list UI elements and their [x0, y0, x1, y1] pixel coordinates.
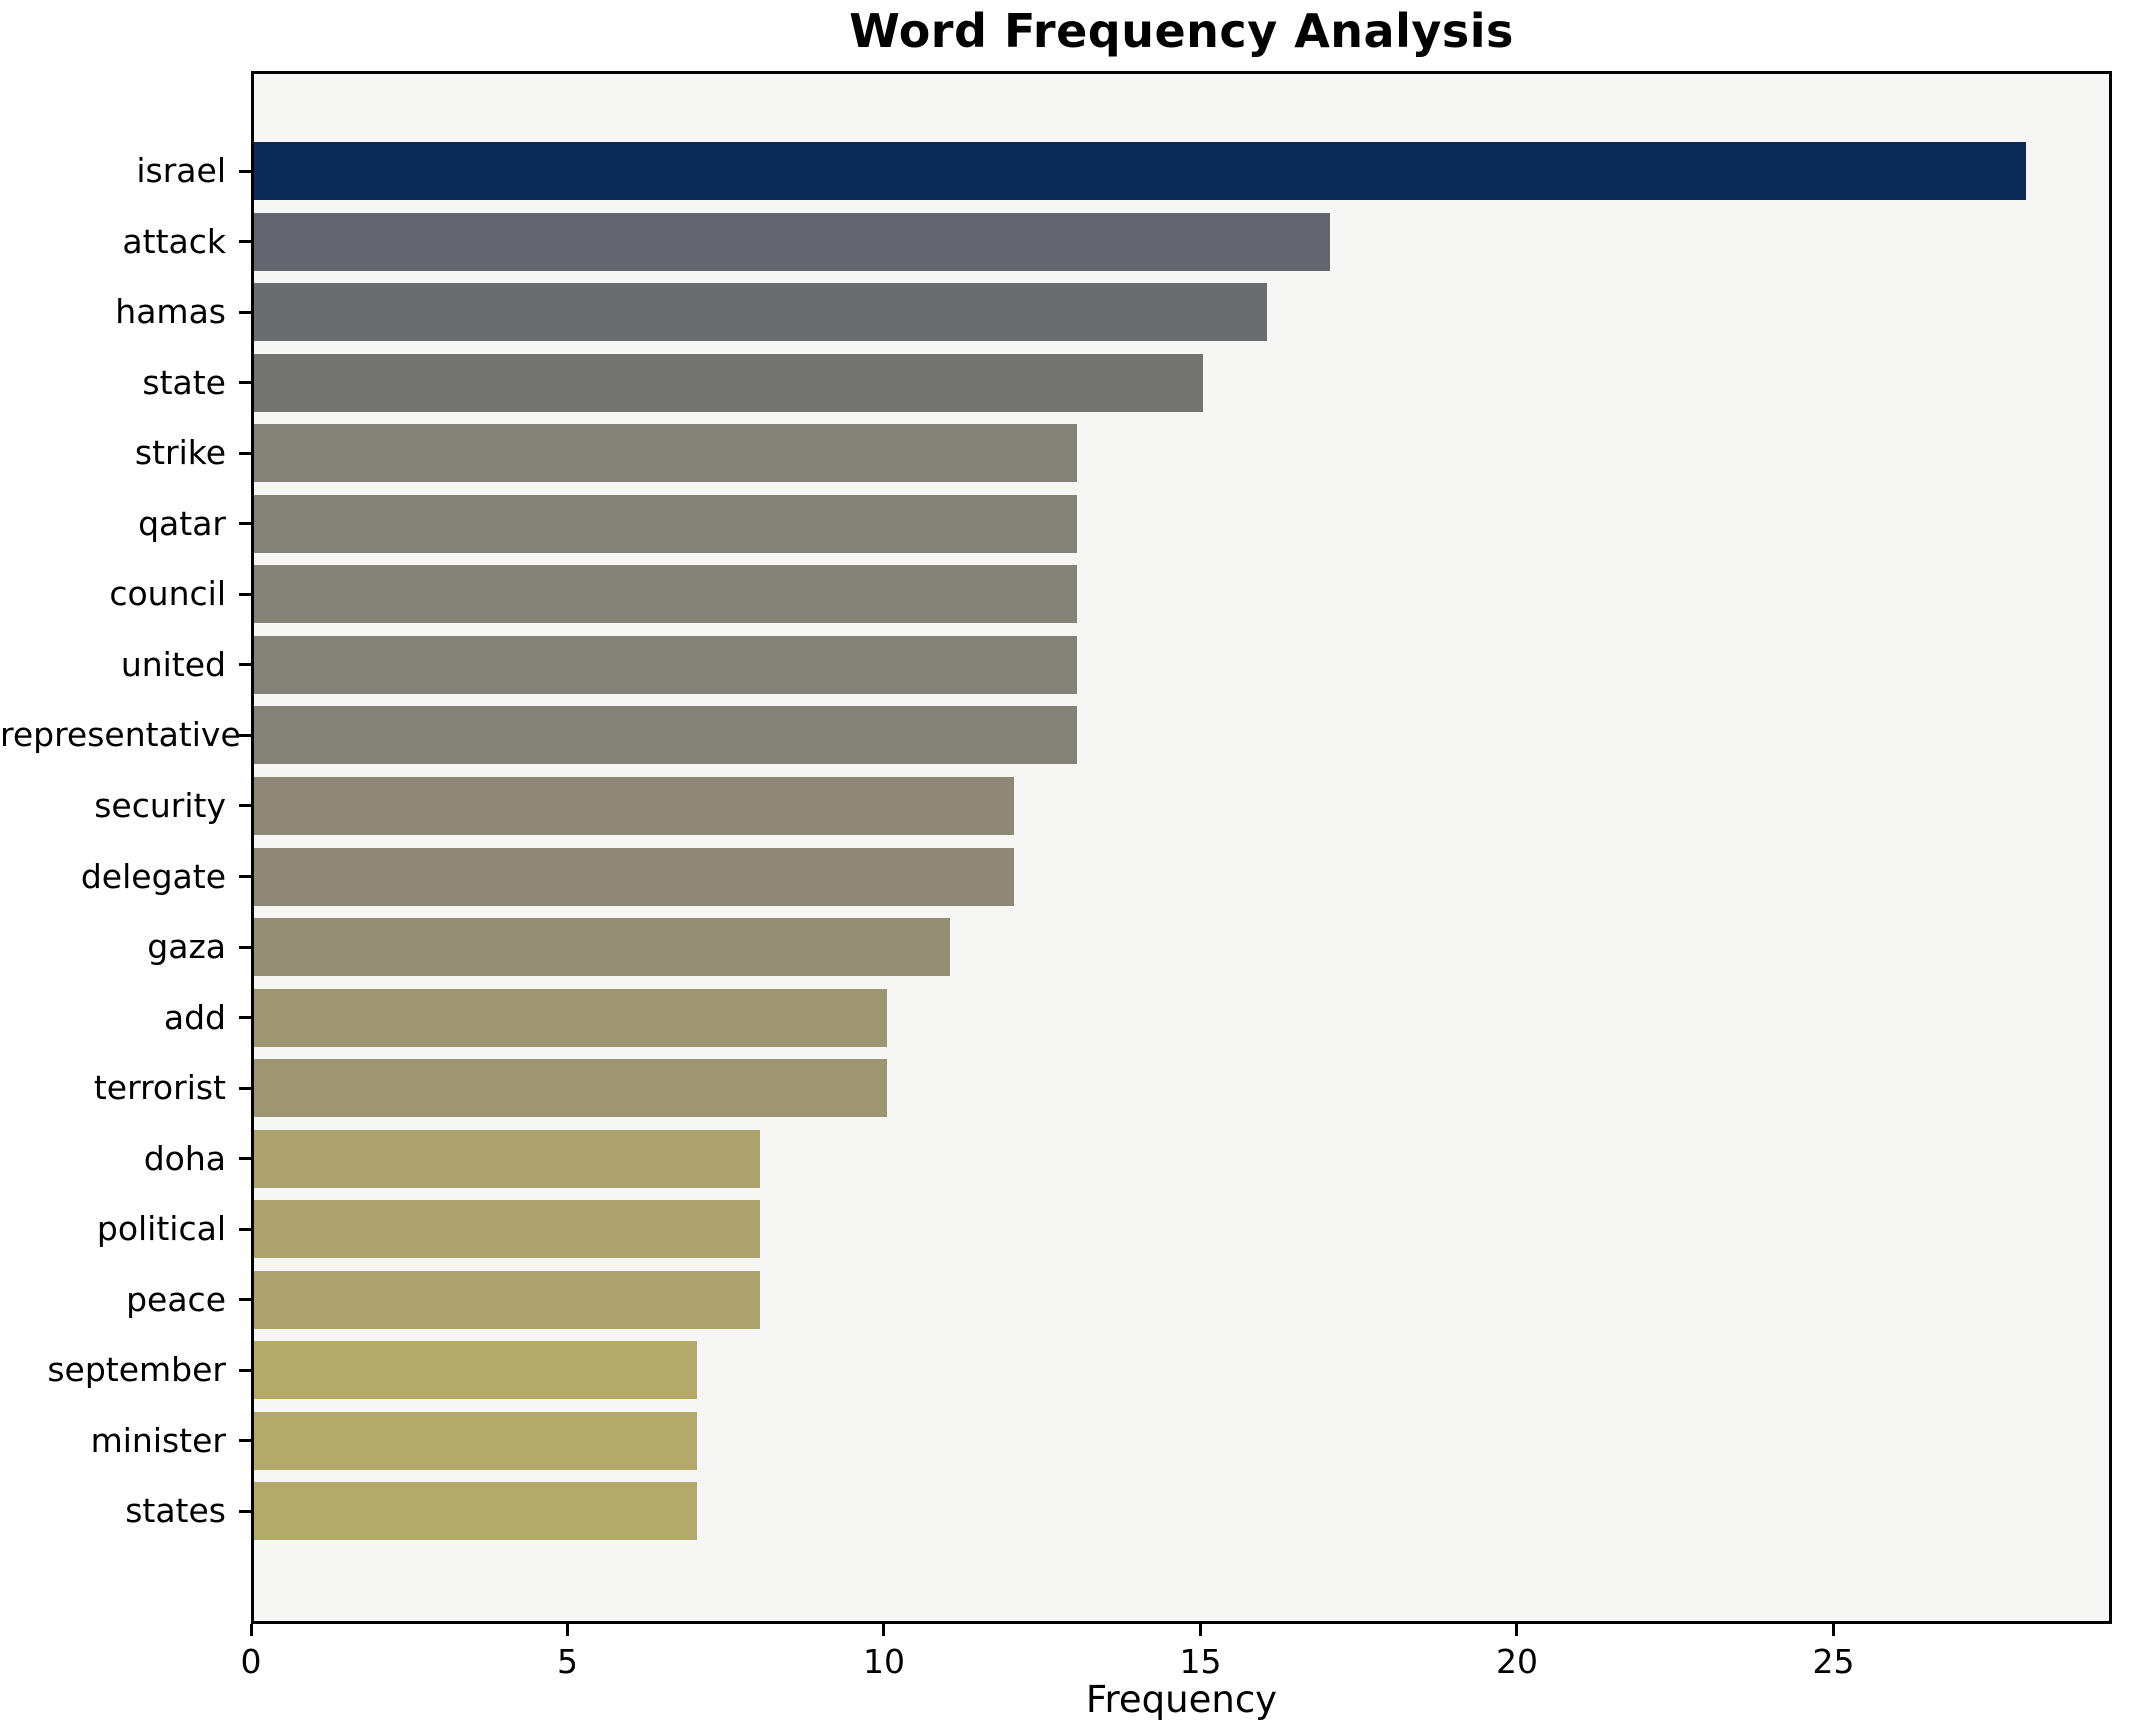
y-tick-label: representative: [0, 715, 241, 755]
x-tick-mark: [249, 1624, 253, 1636]
bar-council: [254, 565, 1077, 624]
y-tick-label: qatar: [138, 503, 226, 543]
x-axis-label: Frequency: [1085, 1678, 1278, 1721]
y-tick-label: council: [109, 574, 226, 614]
bar-united: [254, 635, 1077, 694]
bar-hamas: [254, 283, 1267, 342]
y-tick-label: state: [142, 362, 226, 402]
y-tick-mark: [239, 1227, 251, 1231]
y-tick-label: security: [94, 785, 226, 825]
y-tick-label: states: [125, 1491, 226, 1531]
y-tick-mark: [239, 451, 251, 455]
y-tick-mark: [239, 663, 251, 667]
y-tick-mark: [239, 733, 251, 737]
x-tick-mark: [1198, 1624, 1202, 1636]
y-tick-mark: [239, 240, 251, 244]
x-tick-mark: [882, 1624, 886, 1636]
bar-israel: [254, 142, 2026, 200]
x-tick-mark: [1515, 1624, 1519, 1636]
y-tick-label: delegate: [80, 856, 226, 896]
y-tick-mark: [239, 1157, 251, 1161]
x-tick-mark: [1831, 1624, 1835, 1636]
y-tick-label: political: [96, 1209, 226, 1249]
y-tick-label: united: [120, 644, 226, 684]
x-tick-label: 25: [1812, 1642, 1855, 1681]
bar-state: [254, 353, 1203, 412]
bar-terrorist: [254, 1059, 887, 1118]
y-tick-label: doha: [143, 1138, 226, 1178]
bar-attack: [254, 212, 1330, 271]
y-tick-label: peace: [126, 1279, 226, 1319]
y-tick-label: gaza: [147, 927, 226, 967]
bar-qatar: [254, 494, 1077, 553]
y-tick-label: strike: [134, 433, 226, 473]
bar-representative: [254, 706, 1077, 765]
y-tick-mark: [239, 522, 251, 526]
bar-delegate: [254, 847, 1014, 906]
bar-minister: [254, 1411, 697, 1470]
y-tick-label: terrorist: [93, 1068, 226, 1108]
y-tick-label: israel: [136, 151, 226, 190]
y-tick-label: add: [163, 997, 226, 1037]
plot-area: [251, 71, 2112, 1624]
y-tick-label: september: [47, 1350, 226, 1390]
y-tick-mark: [239, 310, 251, 314]
bar-political: [254, 1200, 760, 1259]
y-tick-mark: [239, 1086, 251, 1090]
x-tick-label: 5: [556, 1642, 578, 1681]
x-tick-label: 10: [862, 1642, 905, 1681]
y-tick-mark: [239, 804, 251, 808]
bar-doha: [254, 1129, 760, 1188]
bar-states: [254, 1482, 697, 1541]
y-tick-mark: [239, 169, 251, 173]
bar-add: [254, 988, 887, 1047]
y-tick-mark: [239, 592, 251, 596]
x-tick-mark: [565, 1624, 569, 1636]
bar-strike: [254, 424, 1077, 483]
y-tick-label: hamas: [115, 292, 226, 332]
y-tick-mark: [239, 381, 251, 385]
bar-security: [254, 776, 1014, 835]
y-tick-mark: [239, 945, 251, 949]
y-tick-mark: [239, 1509, 251, 1513]
bar-gaza: [254, 918, 950, 977]
bar-september: [254, 1341, 697, 1400]
y-tick-mark: [239, 1298, 251, 1302]
x-tick-label: 20: [1495, 1642, 1538, 1681]
y-tick-label: minister: [90, 1420, 226, 1460]
x-tick-label: 0: [240, 1642, 262, 1681]
y-tick-mark: [239, 1439, 251, 1443]
chart-title: Word Frequency Analysis: [849, 4, 1514, 58]
y-tick-label: attack: [122, 221, 226, 261]
x-tick-label: 15: [1179, 1642, 1222, 1681]
y-tick-mark: [239, 1016, 251, 1020]
y-tick-mark: [239, 1368, 251, 1372]
bar-peace: [254, 1270, 760, 1329]
y-tick-mark: [239, 875, 251, 878]
